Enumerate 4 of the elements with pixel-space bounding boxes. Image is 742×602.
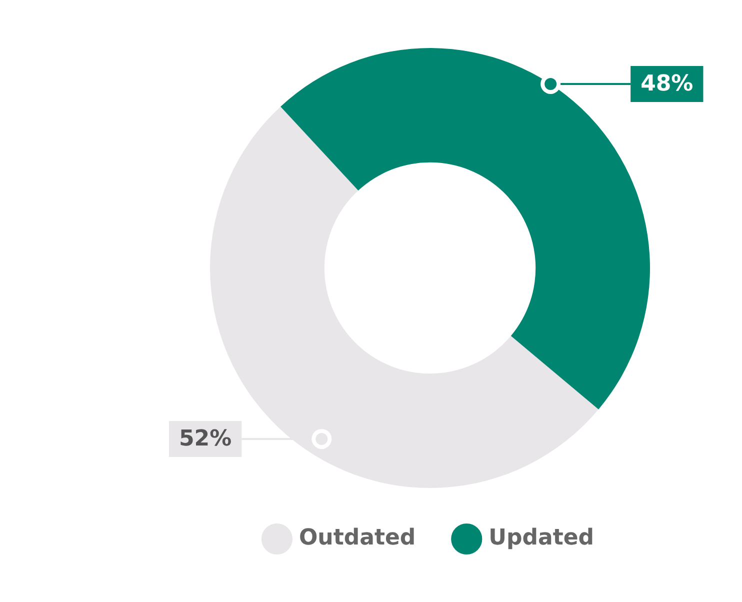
data-label: 48% [640,72,694,97]
legend-label: Outdated [298,526,416,551]
legend-label: Updated [488,526,594,551]
data-label: 52% [178,426,232,452]
